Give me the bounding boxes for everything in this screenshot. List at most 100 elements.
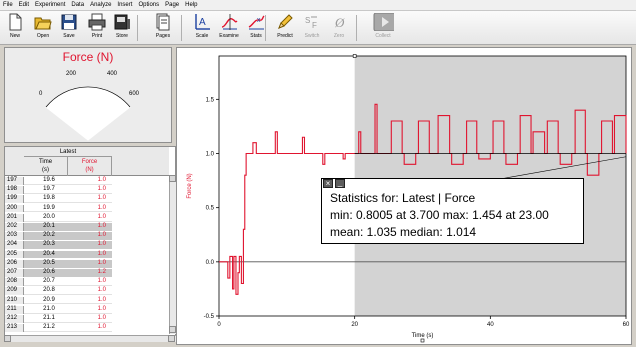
pages-button[interactable]: Pages	[150, 13, 176, 43]
table-row[interactable]: 212 21.1 1.0	[5, 315, 169, 323]
table-row[interactable]: 204 20.3 1.0	[5, 241, 169, 250]
time-cell[interactable]: 20.4	[24, 250, 68, 259]
examine-icon	[216, 13, 242, 31]
time-cell[interactable]: 20.6	[24, 269, 68, 277]
time-cell[interactable]: 21.0	[43, 305, 55, 312]
toolbar: New Open Save Print Store Pages A Scale Examine x…	[0, 11, 636, 45]
column-header-time[interactable]: Time (s)	[24, 157, 68, 176]
save-button[interactable]: Save	[56, 13, 82, 43]
scroll-right-button[interactable]	[168, 335, 175, 342]
table-row[interactable]: 210 20.9 1.0	[5, 296, 169, 305]
examine-button[interactable]: Examine	[216, 13, 242, 43]
collect-button[interactable]: Collect	[368, 13, 398, 43]
predict-button[interactable]: Predict	[272, 13, 298, 43]
time-cell[interactable]: 19.8	[43, 195, 55, 202]
zero-button[interactable]: Ø Zero	[326, 13, 352, 43]
menu-file[interactable]: File	[3, 2, 13, 8]
table-row[interactable]: 207 20.6 1.2	[5, 269, 169, 277]
save-button-label: Save	[63, 33, 75, 39]
time-cell[interactable]: 20.1	[24, 223, 68, 231]
menu-edit[interactable]: Edit	[18, 2, 30, 8]
time-cell[interactable]: 20.2	[24, 232, 68, 240]
pages-button-label: Pages	[155, 33, 171, 39]
table-row[interactable]: 197 19.6 1.0	[5, 177, 169, 185]
force-cell[interactable]: 1.0	[97, 278, 106, 285]
time-cell[interactable]: 19.7	[43, 186, 55, 193]
menu-page[interactable]: Page	[165, 2, 180, 8]
open-button[interactable]: Open	[30, 13, 56, 43]
force-cell[interactable]: 1.0	[97, 213, 106, 220]
table-row[interactable]: 198 19.7 1.0	[5, 186, 169, 194]
menu-insert[interactable]: Insert	[117, 2, 133, 8]
table-row[interactable]: 209 20.8 1.0	[5, 287, 169, 296]
autoscale-icon: A	[189, 13, 215, 31]
force-cell[interactable]: 1.0	[97, 186, 106, 193]
table-row[interactable]: 206 20.5 1.0	[5, 259, 169, 268]
svg-text:x: x	[257, 17, 261, 24]
scale-button[interactable]: A Scale	[189, 13, 215, 43]
row-index: 204	[5, 241, 24, 250]
force-cell[interactable]: 1.0	[97, 296, 106, 303]
time-cell[interactable]: 20.8	[43, 287, 55, 294]
time-cell[interactable]: 21.2	[43, 324, 55, 331]
time-cell[interactable]: 20.9	[43, 296, 55, 303]
time-cell[interactable]: 20.3	[24, 241, 68, 250]
scroll-down-button[interactable]	[169, 326, 176, 333]
menu-help[interactable]: Help	[185, 2, 198, 8]
table-row[interactable]: 202 20.1 1.0	[5, 223, 169, 231]
table-row[interactable]: 203 20.2 1.0	[5, 232, 169, 240]
scroll-left-button[interactable]	[4, 335, 11, 342]
print-button[interactable]: Print	[84, 13, 110, 43]
force-cell[interactable]: 1.0	[68, 223, 112, 231]
table-row[interactable]: 200 19.9 1.0	[5, 204, 169, 213]
force-cell[interactable]: 1.0	[68, 250, 112, 259]
force-cell[interactable]: 1.0	[97, 305, 106, 312]
menu-experiment[interactable]: Experiment	[35, 2, 66, 8]
table-row[interactable]: 199 19.8 1.0	[5, 195, 169, 204]
time-cell[interactable]: 20.5	[24, 259, 68, 268]
force-cell[interactable]: 1.0	[97, 195, 106, 202]
time-cell[interactable]: 19.9	[43, 204, 55, 211]
menu-options[interactable]: Options	[138, 2, 160, 8]
row-cell-background	[24, 306, 112, 314]
statistics-box[interactable]: Statistics for: Latest | Force min: 0.80…	[321, 178, 584, 244]
table-horizontal-scrollbar[interactable]	[4, 335, 176, 342]
table-row[interactable]: 213 21.2 1.0	[5, 324, 169, 332]
time-cell[interactable]: 21.1	[43, 315, 55, 321]
row-cell-background	[24, 297, 112, 305]
row-index: 203	[5, 232, 24, 240]
time-cell[interactable]: 20.7	[43, 278, 55, 285]
force-cell[interactable]: 1.0	[68, 232, 112, 240]
scroll-up-button[interactable]	[169, 175, 176, 182]
force-cell[interactable]: 1.0	[97, 177, 106, 183]
play-icon	[368, 13, 398, 31]
menu-data[interactable]: Data	[71, 2, 85, 8]
toolbar-separator	[137, 15, 138, 41]
minimize-icon[interactable]: _	[335, 179, 345, 188]
force-cell[interactable]: 1.0	[68, 259, 112, 268]
table-row[interactable]: 205 20.4 1.0	[5, 250, 169, 259]
force-cell[interactable]: 1.0	[97, 315, 106, 321]
force-cell[interactable]: 1.2	[68, 269, 112, 277]
force-cell[interactable]: 1.0	[97, 287, 106, 294]
examine-button-label: Examine	[219, 33, 239, 39]
new-button[interactable]: New	[2, 13, 28, 43]
table-row[interactable]: 211 21.0 1.0	[5, 305, 169, 314]
menu-analyze[interactable]: Analyze	[90, 2, 112, 8]
force-cell[interactable]: 1.0	[68, 241, 112, 250]
row-index: 207	[5, 269, 24, 277]
force-cell[interactable]: 1.0	[97, 204, 106, 211]
close-icon[interactable]: ×	[323, 179, 333, 188]
table-row[interactable]: 201 20.0 1.0	[5, 213, 169, 222]
stats-button[interactable]: x Stats	[243, 13, 269, 43]
switch-button[interactable]: S F Switch	[299, 13, 325, 43]
table-vertical-scrollbar[interactable]	[169, 175, 176, 334]
data-table[interactable]: Latest Time (s) Force (N) 197 19.6 1.0 198 19.…	[4, 146, 176, 342]
column-header-force[interactable]: Force (N)	[68, 157, 112, 176]
force-cell[interactable]: 1.0	[97, 324, 106, 331]
table-row[interactable]: 208 20.7 1.0	[5, 278, 169, 286]
row-cell-background	[24, 214, 112, 222]
time-cell[interactable]: 19.6	[43, 177, 55, 183]
store-button[interactable]: Store	[109, 13, 135, 43]
time-cell[interactable]: 20.0	[43, 213, 55, 220]
